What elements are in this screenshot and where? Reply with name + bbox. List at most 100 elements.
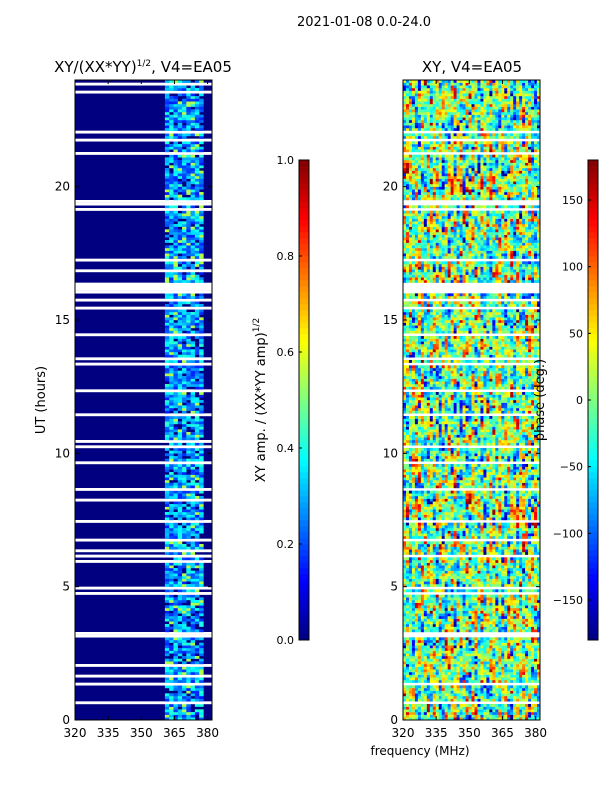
amplitude-cell bbox=[177, 186, 183, 190]
amplitude-cell bbox=[190, 242, 196, 246]
phase-cell bbox=[498, 656, 502, 659]
phase-cell bbox=[429, 648, 433, 651]
phase-cell bbox=[435, 709, 439, 713]
amplitude-cell bbox=[194, 576, 200, 579]
phase-cell bbox=[432, 626, 436, 630]
phase-cell bbox=[525, 514, 529, 518]
amplitude-cell bbox=[190, 490, 196, 494]
amplitude-cell bbox=[169, 256, 174, 259]
phase-cell bbox=[516, 522, 520, 526]
amplitude-cell bbox=[173, 610, 178, 614]
phase-cell bbox=[453, 557, 457, 561]
amplitude-cell bbox=[164, 717, 170, 721]
amplitude-cell bbox=[186, 464, 191, 467]
amplitude-cell bbox=[173, 514, 178, 518]
phase-cell bbox=[489, 605, 493, 609]
phase-cell bbox=[537, 528, 541, 531]
phase-cell bbox=[417, 533, 422, 537]
phase-cell bbox=[528, 509, 532, 513]
amplitude-cell bbox=[194, 309, 200, 313]
phase-cell bbox=[489, 680, 493, 683]
amplitude-cell bbox=[164, 378, 170, 382]
amplitude-colorbar-swatch bbox=[299, 190, 309, 197]
phase-cell bbox=[426, 653, 431, 657]
amplitude-cell bbox=[177, 104, 183, 107]
phase-cell bbox=[453, 536, 457, 539]
amplitude-title-main: XY/(XX*YY) bbox=[54, 58, 137, 76]
phase-cell bbox=[435, 568, 439, 571]
phase-cell bbox=[495, 613, 499, 617]
phase-cell bbox=[450, 690, 454, 694]
phase-cell bbox=[495, 621, 499, 625]
phase-cell bbox=[525, 600, 529, 603]
phase-cell bbox=[522, 533, 526, 537]
phase-cell bbox=[516, 546, 520, 550]
phase-cell bbox=[498, 536, 502, 539]
phase-cell bbox=[471, 517, 475, 521]
phase-cell bbox=[444, 525, 448, 529]
amplitude-cell bbox=[186, 168, 191, 171]
amplitude-cell bbox=[177, 594, 183, 598]
phase-cell bbox=[435, 506, 439, 510]
amplitude-cell bbox=[194, 397, 200, 401]
phase-cell bbox=[432, 712, 436, 715]
phase-cell bbox=[432, 717, 436, 721]
amplitude-cell bbox=[194, 693, 200, 697]
phase-cell bbox=[504, 560, 508, 563]
phase-cell bbox=[537, 589, 541, 593]
phase-cell bbox=[468, 576, 472, 579]
phase-cell bbox=[480, 672, 484, 675]
phase-cell bbox=[525, 640, 529, 643]
amplitude-cell bbox=[173, 608, 178, 611]
amplitude-cell bbox=[173, 314, 178, 318]
phase-cell bbox=[522, 517, 526, 521]
amplitude-cell bbox=[199, 597, 204, 601]
phase-cell bbox=[525, 690, 529, 694]
phase-cell bbox=[462, 650, 466, 654]
amplitude-cell bbox=[169, 421, 174, 425]
amplitude-cell bbox=[177, 376, 183, 379]
phase-cell bbox=[420, 650, 425, 654]
phase-cell bbox=[471, 653, 475, 657]
phase-cell bbox=[420, 613, 425, 617]
amplitude-gap-row bbox=[75, 333, 212, 337]
amplitude-cell bbox=[173, 536, 178, 539]
amplitude-cell bbox=[173, 597, 178, 601]
phase-cell bbox=[528, 608, 532, 611]
amplitude-cell bbox=[164, 250, 170, 254]
amplitude-cell bbox=[194, 680, 200, 683]
phase-cell bbox=[522, 581, 526, 585]
phase-cell bbox=[510, 581, 514, 585]
amplitude-cell bbox=[199, 165, 204, 169]
phase-cell bbox=[441, 522, 445, 526]
phase-cell bbox=[480, 693, 484, 697]
phase-cell bbox=[486, 546, 490, 550]
phase-cell bbox=[537, 677, 541, 681]
amplitude-cell bbox=[190, 96, 196, 99]
phase-cell bbox=[525, 626, 529, 630]
phase-cell bbox=[435, 712, 439, 715]
phase-cell bbox=[438, 704, 442, 707]
phase-cell bbox=[435, 565, 439, 569]
phase-cell bbox=[420, 557, 425, 561]
phase-cell bbox=[480, 530, 484, 534]
amplitude-cell bbox=[190, 370, 196, 374]
phase-cell bbox=[477, 608, 481, 611]
phase-cell bbox=[444, 624, 448, 627]
phase-cell bbox=[429, 621, 433, 625]
amplitude-cell bbox=[182, 530, 187, 534]
phase-cell bbox=[483, 706, 487, 710]
phase-cell bbox=[498, 712, 502, 715]
amplitude-cell bbox=[199, 330, 204, 334]
phase-cell bbox=[405, 680, 410, 683]
amplitude-cell bbox=[199, 394, 204, 398]
amplitude-cell bbox=[190, 642, 196, 646]
phase-cell bbox=[438, 536, 442, 539]
phase-cell bbox=[444, 648, 448, 651]
phase-cell bbox=[489, 528, 493, 531]
phase-cell bbox=[531, 610, 535, 614]
phase-cell bbox=[462, 522, 466, 526]
phase-cell bbox=[513, 568, 517, 571]
phase-cell bbox=[522, 658, 526, 662]
amplitude-cell bbox=[182, 698, 187, 702]
